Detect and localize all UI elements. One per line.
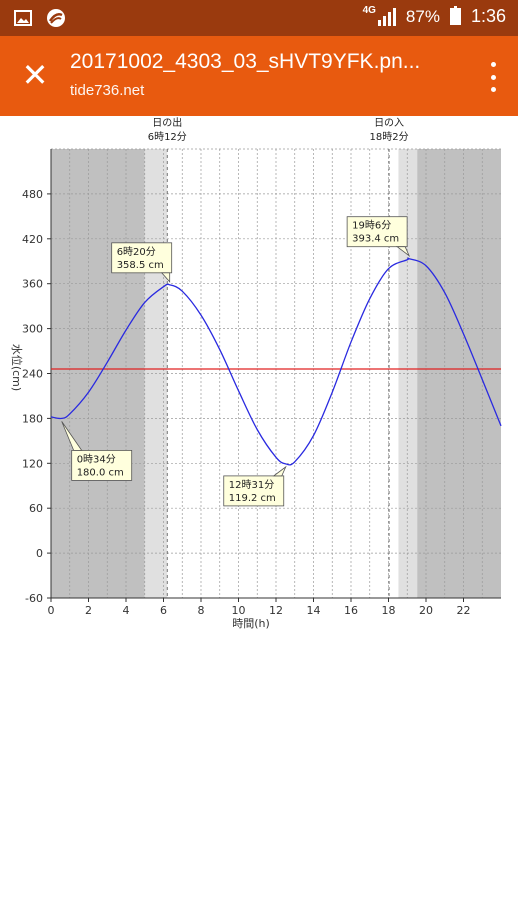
annotation-time: 6時20分 xyxy=(117,246,156,258)
x-tick-label: 20 xyxy=(419,604,433,617)
y-tick-label: 120 xyxy=(22,457,43,470)
x-tick-label: 22 xyxy=(457,604,471,617)
x-tick-label: 4 xyxy=(123,604,130,617)
sunset-time: 18時2分 xyxy=(370,131,409,143)
x-tick-label: 12 xyxy=(269,604,283,617)
y-tick-label: -60 xyxy=(25,592,43,605)
annotation-box xyxy=(346,216,408,248)
annotation-value: 358.5 cm xyxy=(117,260,164,271)
status-bar: 4G 87% 1:36 xyxy=(0,0,518,36)
x-axis-label: 時間(h) xyxy=(232,617,270,630)
annotation-pointer xyxy=(395,246,411,257)
x-tick-label: 14 xyxy=(307,604,321,617)
x-tick-label: 0 xyxy=(48,604,55,617)
y-tick-label: 180 xyxy=(22,412,43,425)
annotation-time: 0時34分 xyxy=(77,453,116,465)
y-tick-label: 480 xyxy=(22,188,43,201)
annotation-callout: 19時6分 393.4 cm xyxy=(346,216,411,257)
annotation-box xyxy=(111,242,173,274)
y-tick-label: 420 xyxy=(22,233,43,246)
tide-chart: -60 0 60 120 180 240 300 360 420 480 0 2 4 6 8 10 12 14 16… xyxy=(10,116,502,630)
annotation-pointer xyxy=(272,465,287,477)
y-tick-label: 240 xyxy=(22,368,43,381)
annotation-pointer xyxy=(61,421,83,451)
x-tick-label: 8 xyxy=(198,604,205,617)
annotation-value: 180.0 cm xyxy=(77,467,124,478)
annotation-pointer xyxy=(160,272,171,283)
clock: 1:36 xyxy=(470,6,506,26)
y-tick-label: 300 xyxy=(22,323,43,336)
overflow-menu-button[interactable] xyxy=(488,62,498,92)
annotation-box xyxy=(223,475,285,507)
signal-icon xyxy=(377,7,396,26)
x-tick-label: 18 xyxy=(382,604,396,617)
annotation-box xyxy=(71,449,133,481)
sunrise-time: 6時12分 xyxy=(148,131,187,143)
sunrise-label: 日の出 xyxy=(152,116,182,129)
night-shade-morning xyxy=(51,149,145,598)
annotation-callout: 12時31分 119.2 cm xyxy=(223,465,287,507)
sunset-label: 日の入 xyxy=(374,118,404,129)
annotation-callout: 6時20分 358.5 cm xyxy=(111,242,173,283)
browser-icon xyxy=(47,9,65,27)
close-button[interactable]: ✕ xyxy=(21,56,49,94)
y-axis-label: 水位(cm) xyxy=(10,344,24,391)
battery-percent: 87% xyxy=(405,6,440,26)
y-tick-label: 60 xyxy=(29,502,43,515)
battery-icon xyxy=(449,6,461,25)
file-title: 20171002_4303_03_sHVT9YFK.pn... xyxy=(70,50,421,73)
y-tick-label: 360 xyxy=(22,278,43,291)
annotation-time: 19時6分 xyxy=(352,220,391,232)
network-type: 4G xyxy=(362,5,376,16)
annotation-callout: 0時34分 180.0 cm xyxy=(61,421,133,481)
annotation-time: 12時31分 xyxy=(229,479,274,491)
annotation-value: 393.4 cm xyxy=(352,234,399,245)
annotation-value: 119.2 cm xyxy=(229,493,276,504)
y-tick-label: 0 xyxy=(36,547,43,560)
x-tick-label: 10 xyxy=(232,604,246,617)
image-icon xyxy=(14,10,32,26)
x-tick-label: 2 xyxy=(85,604,92,617)
x-tick-label: 6 xyxy=(160,604,167,617)
x-tick-label: 16 xyxy=(344,604,358,617)
app-bar: ✕ 20171002_4303_03_sHVT9YFK.pn... tide73… xyxy=(0,36,518,116)
source-url[interactable]: tide736.net xyxy=(70,82,145,99)
tide-series-line xyxy=(50,257,502,466)
